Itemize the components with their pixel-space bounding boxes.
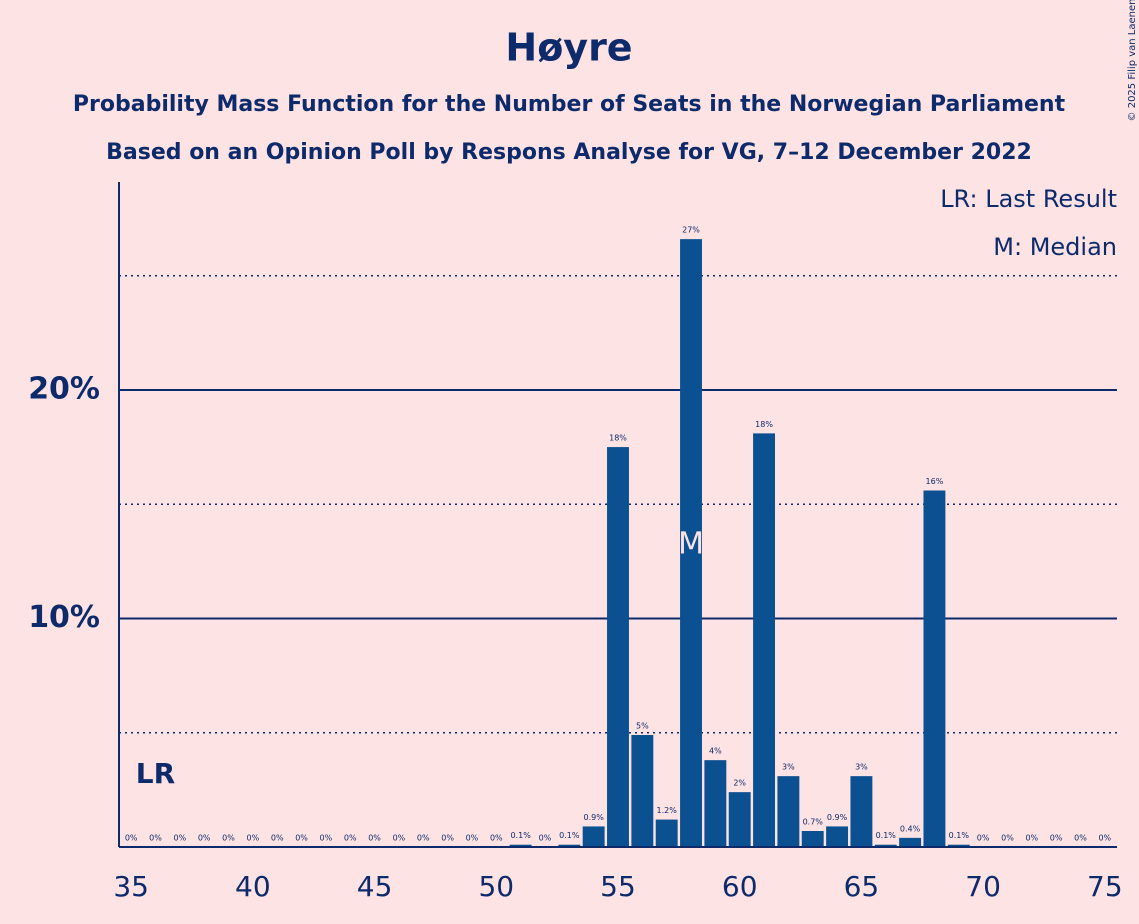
- value-label: 16%: [926, 477, 944, 486]
- bar: [582, 826, 605, 847]
- value-label: 0%: [466, 834, 479, 843]
- value-label: 0%: [490, 834, 503, 843]
- value-label: 5%: [636, 722, 649, 731]
- value-label: 4%: [709, 747, 722, 756]
- bar: [680, 239, 702, 847]
- value-label: 0%: [1001, 834, 1014, 843]
- chart-subtitle: Based on an Opinion Poll by Respons Anal…: [106, 140, 1032, 165]
- x-tick-label: 35: [113, 870, 149, 903]
- bar: [704, 760, 727, 847]
- value-label: 3%: [855, 763, 868, 772]
- value-label: 0.1%: [949, 831, 970, 840]
- value-label: 0%: [368, 834, 381, 843]
- value-label: 0%: [198, 834, 211, 843]
- bar: [753, 433, 776, 847]
- bar: [607, 447, 629, 847]
- value-label: 2%: [733, 779, 746, 788]
- value-label: 1.2%: [657, 806, 678, 815]
- value-label: 0%: [295, 834, 308, 843]
- value-label: 0%: [1074, 834, 1087, 843]
- legend-entry: LR: Last Result: [940, 185, 1117, 213]
- value-label: 0%: [539, 834, 552, 843]
- value-label: 0.4%: [900, 824, 921, 833]
- value-label: 0%: [417, 834, 430, 843]
- bar: [631, 735, 654, 847]
- bar: [899, 837, 922, 847]
- bar: [509, 844, 532, 847]
- value-label: 0.1%: [876, 831, 897, 840]
- value-label: 0%: [393, 834, 406, 843]
- bar: [558, 844, 581, 847]
- value-label: 0.9%: [827, 813, 848, 822]
- value-label: 18%: [609, 434, 627, 443]
- value-label: 0%: [149, 834, 162, 843]
- last-result-marker: LR: [136, 757, 175, 790]
- bar: [777, 776, 800, 847]
- bar: [826, 826, 849, 847]
- median-marker: M: [678, 527, 704, 562]
- value-label: 0.9%: [583, 813, 604, 822]
- value-label: 0%: [441, 834, 454, 843]
- value-label: 0%: [271, 834, 284, 843]
- value-label: 0%: [125, 834, 138, 843]
- bar: [728, 792, 751, 847]
- x-tick-label: 45: [357, 870, 393, 903]
- bar: [923, 490, 946, 847]
- x-tick-label: 75: [1087, 870, 1123, 903]
- value-label: 0%: [1098, 834, 1111, 843]
- value-label: 0%: [247, 834, 260, 843]
- y-tick-label: 20%: [28, 371, 100, 406]
- bar: [947, 844, 970, 847]
- bar: [874, 844, 897, 847]
- x-tick-label: 40: [235, 870, 271, 903]
- legend-entry: M: Median: [993, 233, 1117, 261]
- value-label: 3%: [782, 763, 795, 772]
- x-tick-label: 60: [722, 870, 758, 903]
- x-tick-label: 55: [600, 870, 636, 903]
- bar: [850, 776, 873, 847]
- value-label: 0%: [320, 834, 333, 843]
- value-label: 0%: [1050, 834, 1063, 843]
- value-label: 0.1%: [510, 831, 531, 840]
- value-label: 0.7%: [803, 818, 824, 827]
- value-label: 0.1%: [559, 831, 580, 840]
- value-label: 0%: [174, 834, 187, 843]
- copyright: © 2025 Filip van Laenen: [1127, 0, 1138, 121]
- x-tick-label: 70: [965, 870, 1001, 903]
- x-tick-label: 65: [844, 870, 880, 903]
- chart-subtitle: Probability Mass Function for the Number…: [73, 92, 1066, 117]
- value-label: 0%: [344, 834, 357, 843]
- chart-title: Høyre: [505, 26, 632, 70]
- value-label: 0%: [1025, 834, 1038, 843]
- value-label: 0%: [977, 834, 990, 843]
- y-tick-label: 10%: [28, 600, 100, 635]
- bar: [655, 819, 678, 847]
- bar: [801, 831, 824, 847]
- x-tick-label: 50: [478, 870, 514, 903]
- value-label: 18%: [755, 420, 773, 429]
- value-label: 0%: [222, 834, 235, 843]
- value-label: 27%: [682, 226, 700, 235]
